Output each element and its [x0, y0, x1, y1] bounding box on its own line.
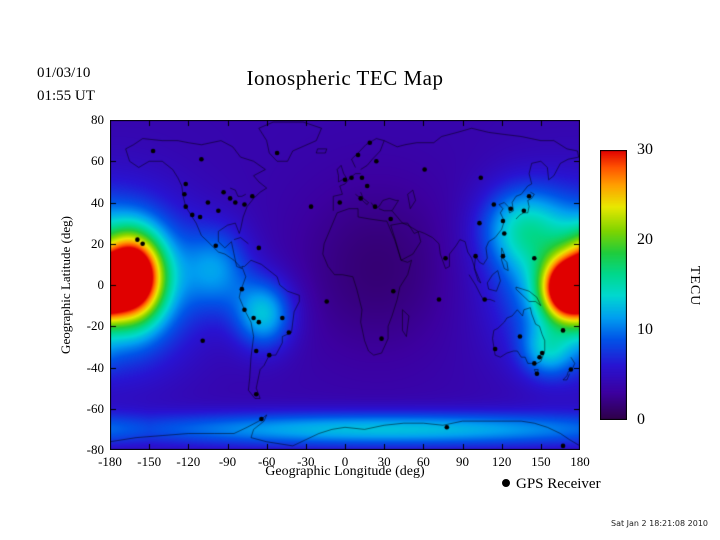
y-tick-label: -40 [86, 359, 104, 375]
y-tick-label: 0 [97, 277, 105, 292]
x-tick-label: 0 [341, 454, 349, 469]
x-axis-label: Geographic Longitude (deg) [265, 464, 425, 479]
colorbar-tick-label: 10 [637, 321, 653, 338]
colorbar-tick-label: 30 [637, 141, 653, 158]
x-tick-label: -180 [98, 454, 122, 469]
x-tick-label: -30 [297, 454, 315, 469]
y-axis-label: Geographic Latitude (deg) [58, 216, 73, 354]
y-tick-label: -60 [86, 400, 104, 416]
colorbar [600, 150, 627, 420]
gps-receiver-legend: GPS Receiver [502, 476, 601, 493]
x-tick-label: 120 [491, 454, 512, 469]
y-tick-label: -20 [86, 318, 104, 334]
observation-datetime: 01/03/10 01:55 UT [37, 62, 95, 108]
y-tick-label: -80 [86, 442, 104, 457]
colorbar-tick-label: 20 [637, 231, 653, 248]
x-tick-label: 150 [531, 454, 551, 469]
observation-time: 01:55 UT [37, 88, 95, 104]
y-tick-label: 60 [91, 153, 104, 169]
colorbar-tick-label: 0 [637, 411, 645, 428]
tec-map-plot [110, 120, 580, 450]
colorbar-unit-label: TECU [687, 265, 702, 307]
page-title: Ionospheric TEC Map [246, 66, 444, 90]
colorbar-gradient [600, 150, 627, 420]
x-tick-label: -120 [176, 454, 201, 469]
creation-timestamp: Sat Jan 2 18:21:08 2010 [611, 519, 708, 528]
x-tick-label: 30 [377, 454, 391, 469]
x-tick-label: -150 [137, 454, 162, 469]
x-tick-label: 60 [416, 454, 430, 469]
x-tick-label: -90 [218, 454, 237, 469]
x-tick-label: 90 [456, 454, 469, 469]
y-tick-label: 20 [91, 235, 104, 251]
gps-receiver-marker-icon [502, 479, 510, 487]
x-tick-label: -60 [257, 454, 276, 469]
observation-date: 01/03/10 [37, 65, 91, 81]
gps-legend-label: GPS Receiver [516, 476, 601, 492]
y-tick-label: 80 [91, 112, 104, 127]
x-tick-label: 180 [570, 454, 590, 469]
tec-heatmap-canvas [110, 120, 580, 450]
y-tick-label: 40 [91, 194, 104, 210]
